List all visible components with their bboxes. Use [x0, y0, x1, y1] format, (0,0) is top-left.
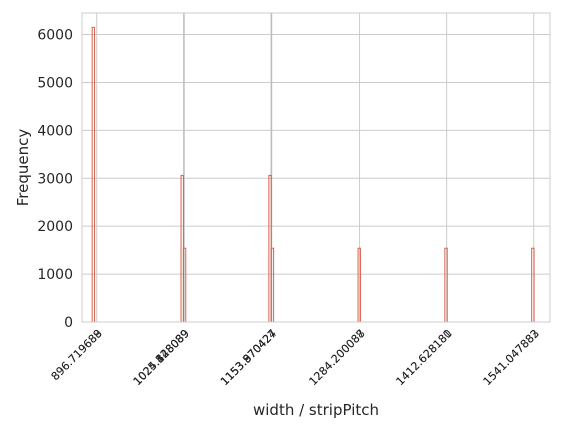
grid-lines — [82, 13, 550, 323]
x-axis-label: width / stripPitch — [253, 401, 379, 419]
y-tick-label: 3000 — [37, 171, 73, 187]
guide-lines — [183, 13, 273, 322]
x-tick-label: 1025.548089 — [131, 327, 192, 388]
histogram-bar — [270, 247, 275, 323]
y-tick-label: 6000 — [37, 28, 73, 44]
histogram-bar — [531, 247, 535, 323]
histogram-bar — [444, 247, 448, 323]
y-tick-label: 2000 — [37, 219, 73, 235]
x-tick-label: 1153.970424 — [218, 327, 279, 388]
y-tick-label: 4000 — [37, 123, 73, 139]
x-tick-label: 896.719688 — [49, 327, 105, 383]
x-tick-label: 1284.200088 — [307, 327, 368, 388]
x-tick-label: 1541.047883 — [481, 327, 542, 388]
y-tick-label: 5000 — [37, 75, 73, 91]
y-tick-label: 1000 — [37, 267, 73, 283]
y-tick-label: 0 — [64, 315, 73, 331]
histogram-bars — [91, 26, 535, 323]
histogram-bar — [91, 26, 96, 323]
x-tick-label: 1412.628181 — [394, 327, 455, 388]
y-tick-labels: 0 1000 2000 3000 4000 5000 6000 — [37, 28, 73, 331]
plot-frame — [81, 12, 551, 323]
y-axis-label: Frequency — [14, 129, 32, 207]
